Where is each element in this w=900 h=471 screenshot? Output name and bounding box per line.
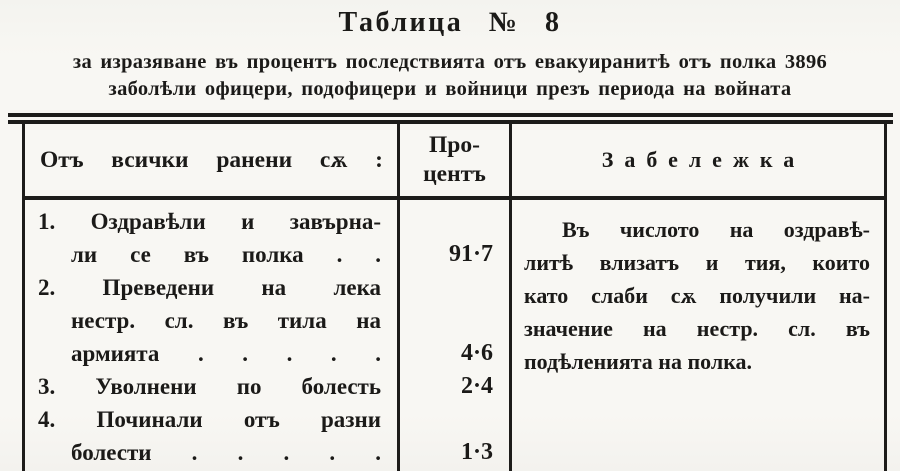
table-top-double-rule (8, 113, 893, 124)
table-header-percent: Про- центъ (400, 124, 512, 200)
percent-spacer (400, 304, 493, 337)
percent-value-entry-1: 91·7 (448, 241, 493, 267)
entry-4-line-2: болести . . . . . (71, 440, 381, 465)
entry-1-line-2: ли се въ полка . . (71, 242, 381, 267)
percent-value-entry-2: 4·6 (460, 340, 493, 366)
percent-spacer (400, 403, 493, 436)
table-header-percent-line-1: Про- (429, 132, 480, 158)
table-column-categories: 1. Оздравѣли и завърна- ли се въ полка .… (25, 200, 400, 471)
table-header-wounded-label: Отъ всички ранени сѫ : (40, 146, 383, 173)
remark-line-1: Въ числото на оздравѣ- (562, 217, 870, 242)
document-title: Таблица № 8 (338, 7, 562, 38)
remark-line-2: литѣ влизатъ и тия, които (524, 250, 870, 275)
entry-2-line-1: 2. Преведени на лека (38, 275, 381, 300)
entry-4-line-1: 4. Починали отъ разни (38, 407, 381, 432)
document-subtitle: за изразяване въ процентъ последствията … (0, 49, 900, 103)
remark-line-3: като слаби сѫ получили на- (524, 283, 870, 308)
table-column-percent: 91·7 4·6 2·4 1·3 (400, 200, 512, 471)
entry-3-line-1: 3. Уволнени по болесть (38, 374, 381, 399)
table-header-percent-line-2: центъ (423, 161, 486, 187)
subtitle-line-2: заболѣли офицери, подофицери и войници п… (108, 78, 792, 100)
entry-1-line-1: 1. Оздравѣли и завърна- (38, 209, 381, 234)
percent-spacer (400, 205, 493, 238)
remark-line-4: значение на нестр. сл. въ (524, 316, 870, 341)
percent-spacer (400, 271, 493, 304)
percent-value-entry-3: 2·4 (460, 373, 493, 399)
statistics-table: Отъ всички ранени сѫ : Про- центъ Забеле… (22, 124, 887, 471)
entry-2-line-2: нестр. сл. въ тила на (71, 308, 381, 333)
remark-line-5: подѣленията на полка. (524, 349, 753, 374)
percent-value-entry-4: 1·3 (460, 439, 493, 465)
entry-2-line-3: армията . . . . . (71, 341, 381, 366)
subtitle-line-1: за изразяване въ процентъ последствията … (72, 51, 828, 73)
table-column-remark: Въ числото на оздравѣ- литѣ влизатъ и ти… (512, 200, 884, 471)
table-header-remark-label: Забележка (601, 147, 806, 172)
table-header-wounded: Отъ всички ранени сѫ : (25, 124, 400, 200)
table-header-remark: Забележка (512, 124, 884, 200)
